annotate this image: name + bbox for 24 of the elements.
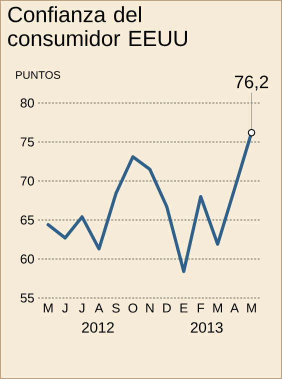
x-tick-label: J [79, 304, 84, 313]
y-tick-label: 55 [20, 293, 34, 303]
x-tick-label: A [94, 304, 104, 312]
y-tick-label: 80 [20, 98, 34, 108]
y-axis-title: PUNTOS [16, 71, 60, 79]
chart-title: Confianza del consumidor EEUU [8, 6, 187, 46]
text: 2013 [190, 322, 223, 333]
y-tick-label: 60 [20, 254, 34, 264]
text: 2012 [82, 322, 114, 333]
x-tick-label: M [213, 304, 222, 312]
x-tick-label: F [198, 304, 204, 312]
y-tick-label: 75 [20, 137, 34, 147]
y-tick-label: 65 [20, 215, 34, 225]
data-label: 76,2 [235, 76, 268, 90]
x-tick-label: M [247, 304, 256, 312]
y-tick-label: 70 [20, 176, 34, 186]
x-tick-label: J [62, 304, 68, 313]
x-tick-label: S [112, 304, 120, 313]
x-tick-label: A [230, 304, 239, 312]
x-tick-label: N [146, 304, 154, 312]
x-tick-label: M [44, 304, 53, 312]
x-tick-label: D [163, 304, 171, 312]
x-tick-label: O [128, 304, 138, 313]
x-tick-label: E [180, 304, 188, 312]
